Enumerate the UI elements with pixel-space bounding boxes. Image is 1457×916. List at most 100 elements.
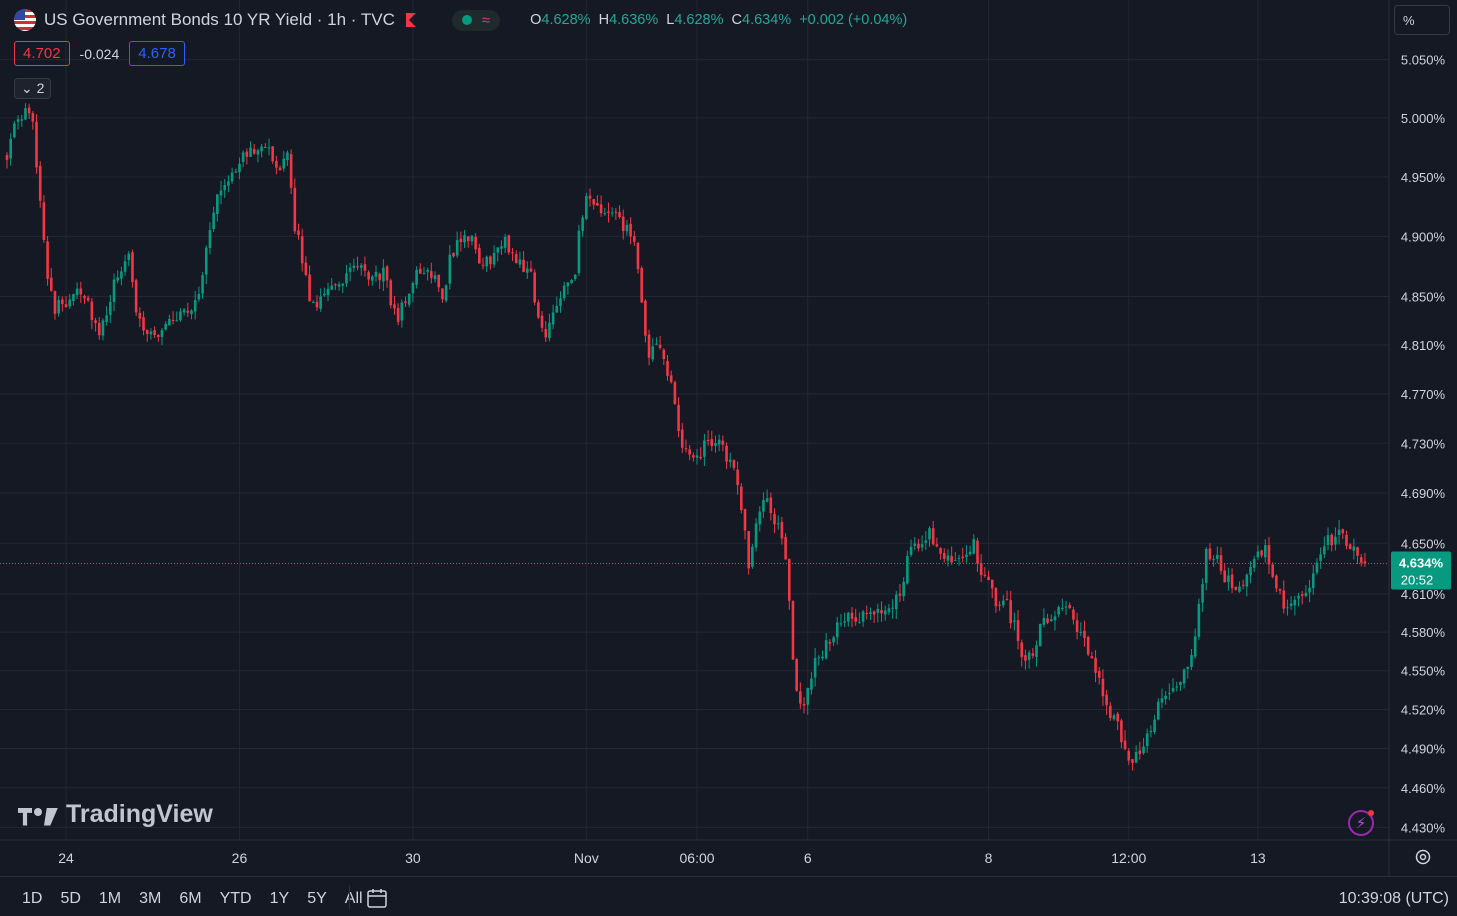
red-flag-icon[interactable] bbox=[405, 13, 416, 27]
candle-body bbox=[1363, 561, 1367, 564]
candle-body bbox=[190, 310, 193, 314]
candle-body bbox=[1352, 546, 1356, 551]
candle-body bbox=[518, 259, 522, 265]
candle-body bbox=[765, 498, 769, 502]
range-5d-button[interactable]: 5D bbox=[60, 890, 81, 907]
price-unit-button[interactable]: % bbox=[1394, 5, 1450, 35]
candle-body bbox=[489, 256, 492, 265]
candle bbox=[607, 202, 610, 223]
settings-gear-icon[interactable] bbox=[1413, 847, 1433, 867]
candle-body bbox=[1046, 618, 1049, 623]
calendar-goto-icon[interactable] bbox=[366, 887, 388, 909]
candle-body bbox=[562, 285, 566, 299]
market-open-dot-icon bbox=[461, 15, 472, 25]
candle-body bbox=[38, 165, 42, 201]
candle-body bbox=[145, 329, 149, 334]
candle-body bbox=[717, 439, 721, 445]
price-tick-label: 4.430% bbox=[1401, 820, 1446, 835]
buy-price-button[interactable]: 4.678 bbox=[129, 41, 185, 66]
range-3m-button[interactable]: 3M bbox=[139, 890, 162, 907]
candle bbox=[614, 208, 618, 221]
candle-body bbox=[1308, 587, 1311, 593]
candle bbox=[692, 452, 695, 462]
price-chart[interactable]: 5.050% 5.000% 4.950% 4.900% 4.850% 4.810% 4.77… bbox=[0, 0, 1457, 876]
symbol-title[interactable]: US Government Bonds 10 YR Yield · 1h · T… bbox=[44, 10, 395, 29]
candle bbox=[909, 539, 913, 557]
candle bbox=[677, 397, 680, 438]
candle-body bbox=[72, 293, 75, 302]
candle bbox=[946, 549, 950, 567]
candle-body bbox=[883, 610, 887, 615]
candle bbox=[939, 547, 942, 560]
candle-body bbox=[894, 594, 898, 610]
candle bbox=[145, 329, 149, 342]
candle-body bbox=[740, 486, 743, 511]
candle bbox=[389, 278, 393, 309]
candle bbox=[1083, 620, 1086, 647]
indicators-toggle-button[interactable]: ⌄ 2 bbox=[14, 78, 52, 99]
candle bbox=[186, 302, 190, 318]
candle-body bbox=[1134, 752, 1138, 763]
candle-body bbox=[1263, 545, 1267, 558]
candle-body bbox=[747, 531, 750, 569]
candle bbox=[518, 251, 522, 268]
candle bbox=[559, 291, 562, 313]
tradingview-logo-icon bbox=[18, 804, 58, 826]
candle-body bbox=[304, 262, 308, 276]
candle-body bbox=[1197, 603, 1201, 637]
candle bbox=[404, 296, 407, 307]
candle-body bbox=[644, 300, 647, 336]
range-1y-button[interactable]: 1Y bbox=[269, 890, 290, 907]
candle bbox=[13, 120, 16, 139]
bolt-icon[interactable]: ⚡ bbox=[1348, 810, 1374, 836]
candle bbox=[138, 307, 142, 328]
candle bbox=[972, 534, 976, 555]
candle-body bbox=[776, 523, 780, 525]
bar-countdown: 20:52 bbox=[1401, 572, 1434, 587]
candle-body bbox=[680, 429, 684, 448]
candle bbox=[743, 508, 747, 540]
candle bbox=[1234, 586, 1238, 591]
time-axis[interactable]: 24 26 30 Nov 06:00 6 8 12:00 13 bbox=[58, 850, 1266, 866]
candle-body bbox=[607, 211, 610, 214]
candle-body bbox=[204, 247, 208, 275]
candle-body bbox=[821, 656, 824, 659]
candle-body bbox=[348, 267, 352, 272]
range-ytd-button[interactable]: YTD bbox=[219, 890, 252, 907]
range-5y-button[interactable]: 5Y bbox=[307, 890, 327, 907]
candle-body bbox=[939, 547, 942, 554]
candle-body bbox=[935, 544, 939, 547]
candle-body bbox=[891, 607, 894, 609]
candle bbox=[887, 604, 891, 616]
candle bbox=[1009, 591, 1012, 629]
candle-body bbox=[525, 268, 529, 273]
candle-body bbox=[1035, 645, 1038, 657]
candle-body bbox=[1038, 623, 1042, 647]
candle-body bbox=[828, 641, 832, 644]
candle-body bbox=[1337, 529, 1341, 536]
price-axis[interactable]: 5.050% 5.000% 4.950% 4.900% 4.850% 4.810% 4.77… bbox=[1401, 53, 1446, 836]
candle bbox=[821, 650, 824, 661]
utc-clock[interactable]: 10:39:08 (UTC) bbox=[1338, 890, 1449, 907]
candle-body bbox=[1079, 631, 1083, 633]
candle-body bbox=[356, 266, 359, 268]
candle bbox=[514, 250, 518, 264]
candle-body bbox=[1230, 574, 1234, 589]
candle bbox=[38, 161, 42, 208]
candle bbox=[1263, 539, 1267, 563]
candle-body bbox=[566, 282, 570, 287]
candle-body bbox=[164, 323, 167, 330]
candle-body bbox=[64, 304, 68, 308]
candle-body bbox=[153, 330, 156, 336]
candle bbox=[79, 281, 83, 303]
candle-body bbox=[1311, 573, 1315, 589]
range-1d-button[interactable]: 1D bbox=[22, 890, 43, 907]
candle-body bbox=[529, 268, 533, 272]
range-1m-button[interactable]: 1M bbox=[98, 890, 122, 907]
sell-price-button[interactable]: 4.702 bbox=[14, 41, 70, 66]
wave-icon: ≈ bbox=[481, 11, 491, 29]
candle bbox=[555, 296, 559, 313]
range-6m-button[interactable]: 6M bbox=[179, 890, 202, 907]
market-status-pill[interactable]: ≈ bbox=[451, 9, 501, 31]
candle bbox=[666, 355, 669, 381]
